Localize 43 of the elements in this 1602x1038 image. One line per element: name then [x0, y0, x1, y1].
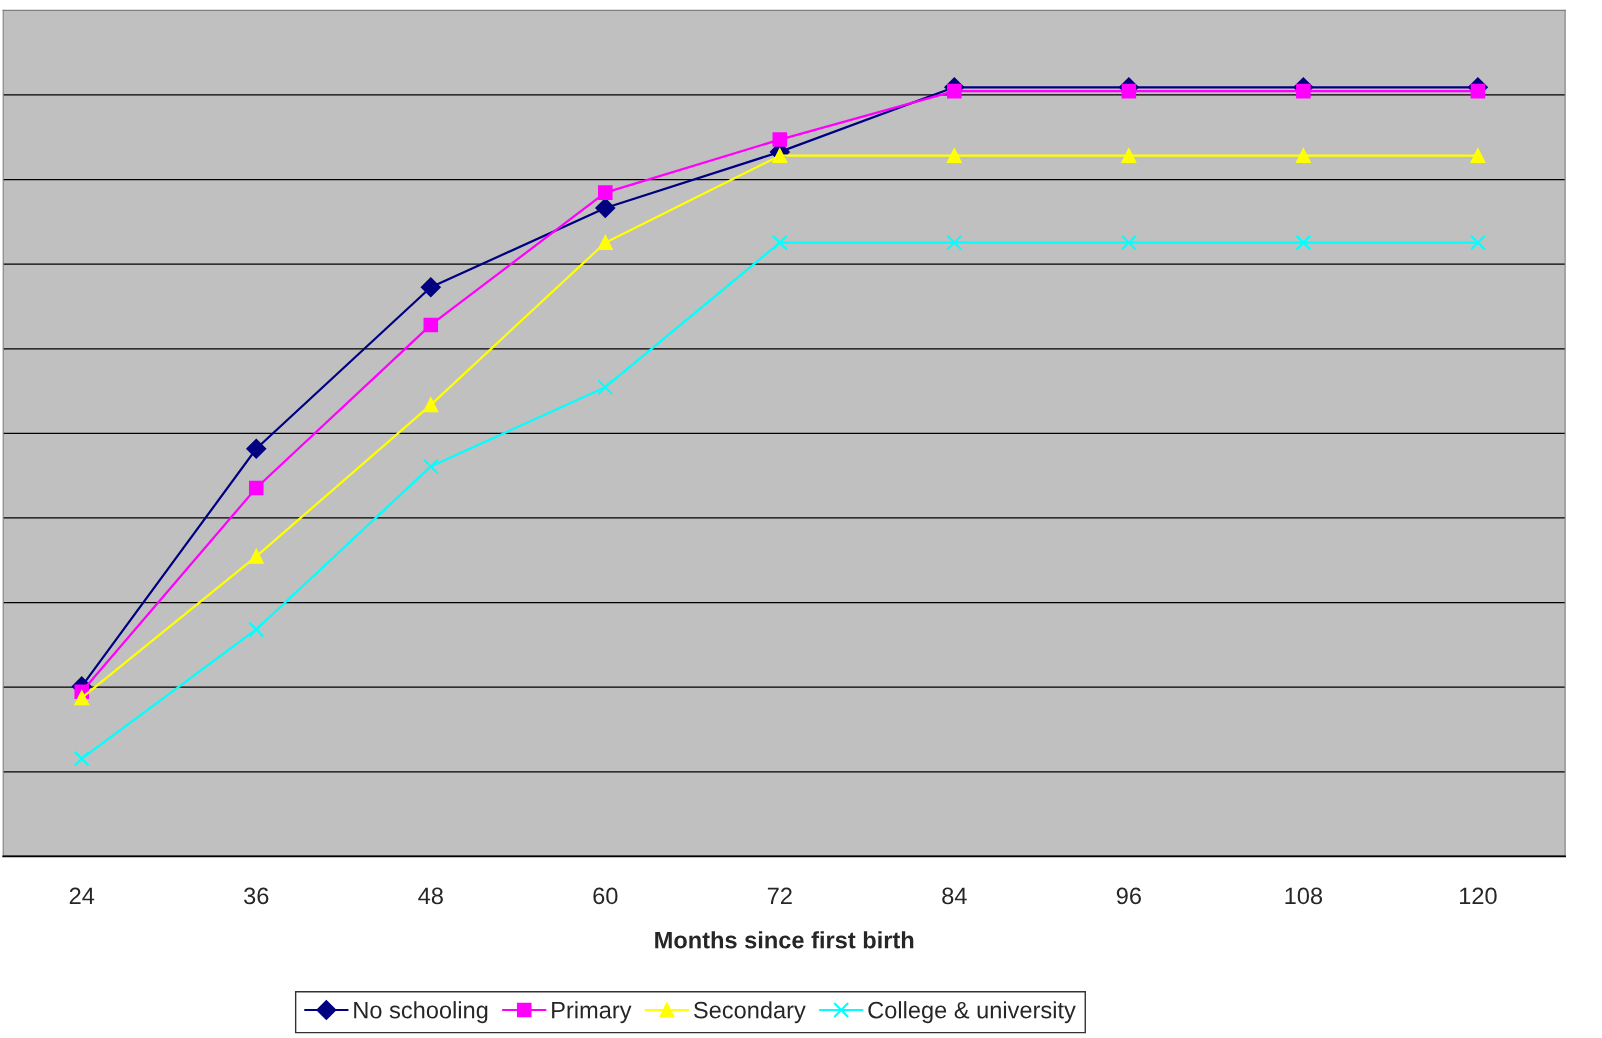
point: [246, 438, 267, 459]
x-tick-label: 96: [1116, 887, 1141, 905]
legend-label: College & university: [868, 1001, 1076, 1024]
point: [1470, 148, 1486, 164]
x-tick-label: 36: [244, 887, 269, 905]
x-tick-label: 72: [767, 887, 792, 905]
legend-label: Primary: [552, 1001, 632, 1024]
point: [595, 198, 616, 218]
point: [248, 621, 265, 638]
point: [248, 549, 264, 564]
point: [420, 277, 441, 298]
point: [772, 132, 788, 147]
point: [598, 185, 613, 200]
point: [947, 148, 962, 164]
legend-label: Secondary: [693, 1001, 806, 1024]
point: [1295, 234, 1312, 251]
point: [598, 235, 613, 250]
point: [1121, 148, 1137, 164]
point: [74, 690, 90, 706]
point: [1469, 234, 1486, 251]
point: [73, 750, 90, 767]
point: [1296, 148, 1311, 164]
point: [423, 317, 439, 333]
x-tick-label: 84: [942, 887, 967, 905]
x-tick-label: 60: [593, 887, 618, 905]
point: [1121, 83, 1137, 99]
point: [423, 397, 439, 413]
point: [946, 234, 963, 251]
point: [1120, 234, 1137, 251]
point: [1470, 83, 1486, 99]
point: [947, 83, 962, 99]
point: [422, 458, 439, 475]
x-tick-label: 108: [1285, 887, 1323, 905]
point: [248, 480, 264, 496]
legend-label: No schooling: [354, 1001, 488, 1024]
x-axis-title: Months since first birth: [655, 931, 914, 949]
point: [772, 148, 788, 164]
x-tick-label: 48: [418, 887, 443, 905]
point: [771, 234, 788, 251]
x-tick-label: 120: [1460, 887, 1497, 905]
point: [1296, 83, 1311, 99]
x-tick-label: 24: [69, 887, 95, 905]
point: [597, 379, 614, 396]
